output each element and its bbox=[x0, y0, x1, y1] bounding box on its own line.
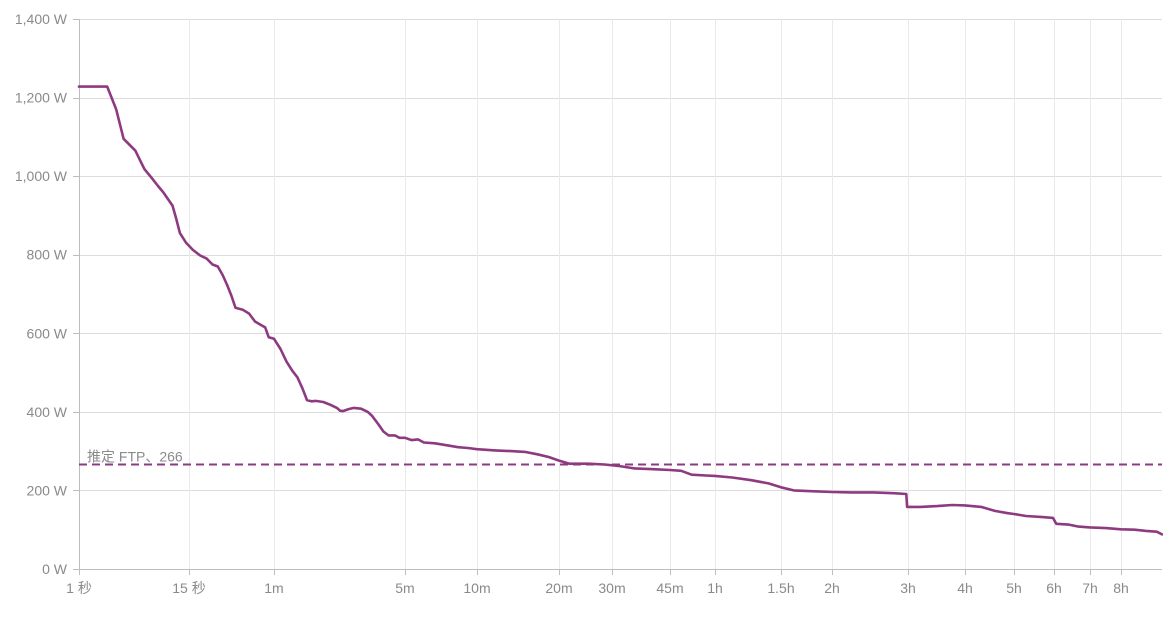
x-tick-label: 15 秒 bbox=[172, 580, 205, 596]
y-tick-label: 1,000 W bbox=[15, 168, 68, 184]
power-curve-line bbox=[77, 85, 1163, 536]
x-tick-label: 4h bbox=[957, 580, 973, 596]
x-tick-label: 2h bbox=[824, 580, 840, 596]
y-tick-label: 1,400 W bbox=[15, 11, 68, 27]
x-tick-label: 5h bbox=[1006, 580, 1022, 596]
series-group bbox=[77, 85, 1163, 536]
ftp-reference: 推定 FTP、266 bbox=[79, 449, 1162, 466]
y-tick-label: 400 W bbox=[27, 404, 68, 420]
y-tick-label: 0 W bbox=[42, 561, 68, 577]
x-tick-label: 1m bbox=[264, 580, 283, 596]
y-tick-label: 800 W bbox=[27, 247, 68, 263]
x-tick-label: 3h bbox=[900, 580, 916, 596]
x-tick-label: 6h bbox=[1046, 580, 1062, 596]
x-gridlines bbox=[189, 19, 1122, 569]
x-tick-label: 5m bbox=[395, 580, 414, 596]
x-tick-label: 10m bbox=[463, 580, 490, 596]
axes bbox=[73, 19, 1162, 575]
x-tick-labels: 1 秒 15 秒 1m 5m 10m 20m 30m 45m 1h 1.5h 2h 3h 4h 5h 6h 7… bbox=[66, 580, 1129, 596]
y-gridlines bbox=[79, 19, 1162, 491]
ftp-reference-label: 推定 FTP、266 bbox=[87, 449, 183, 465]
y-tick-label: 1,200 W bbox=[15, 90, 68, 106]
x-tick-label: 1.5h bbox=[767, 580, 794, 596]
y-tick-label: 600 W bbox=[27, 325, 68, 341]
x-tick-label: 30m bbox=[598, 580, 625, 596]
x-tick-label: 7h bbox=[1082, 580, 1098, 596]
x-tick-label: 8h bbox=[1113, 580, 1129, 596]
x-tick-label: 1 秒 bbox=[66, 580, 92, 596]
x-tick-label: 1h bbox=[707, 580, 723, 596]
y-tick-labels: 0 W 200 W 400 W 600 W 800 W 1,000 W 1,200 W 1,4… bbox=[15, 11, 68, 577]
x-tick-label: 45m bbox=[656, 580, 683, 596]
x-tick-label: 20m bbox=[545, 580, 572, 596]
y-tick-label: 200 W bbox=[27, 482, 68, 498]
